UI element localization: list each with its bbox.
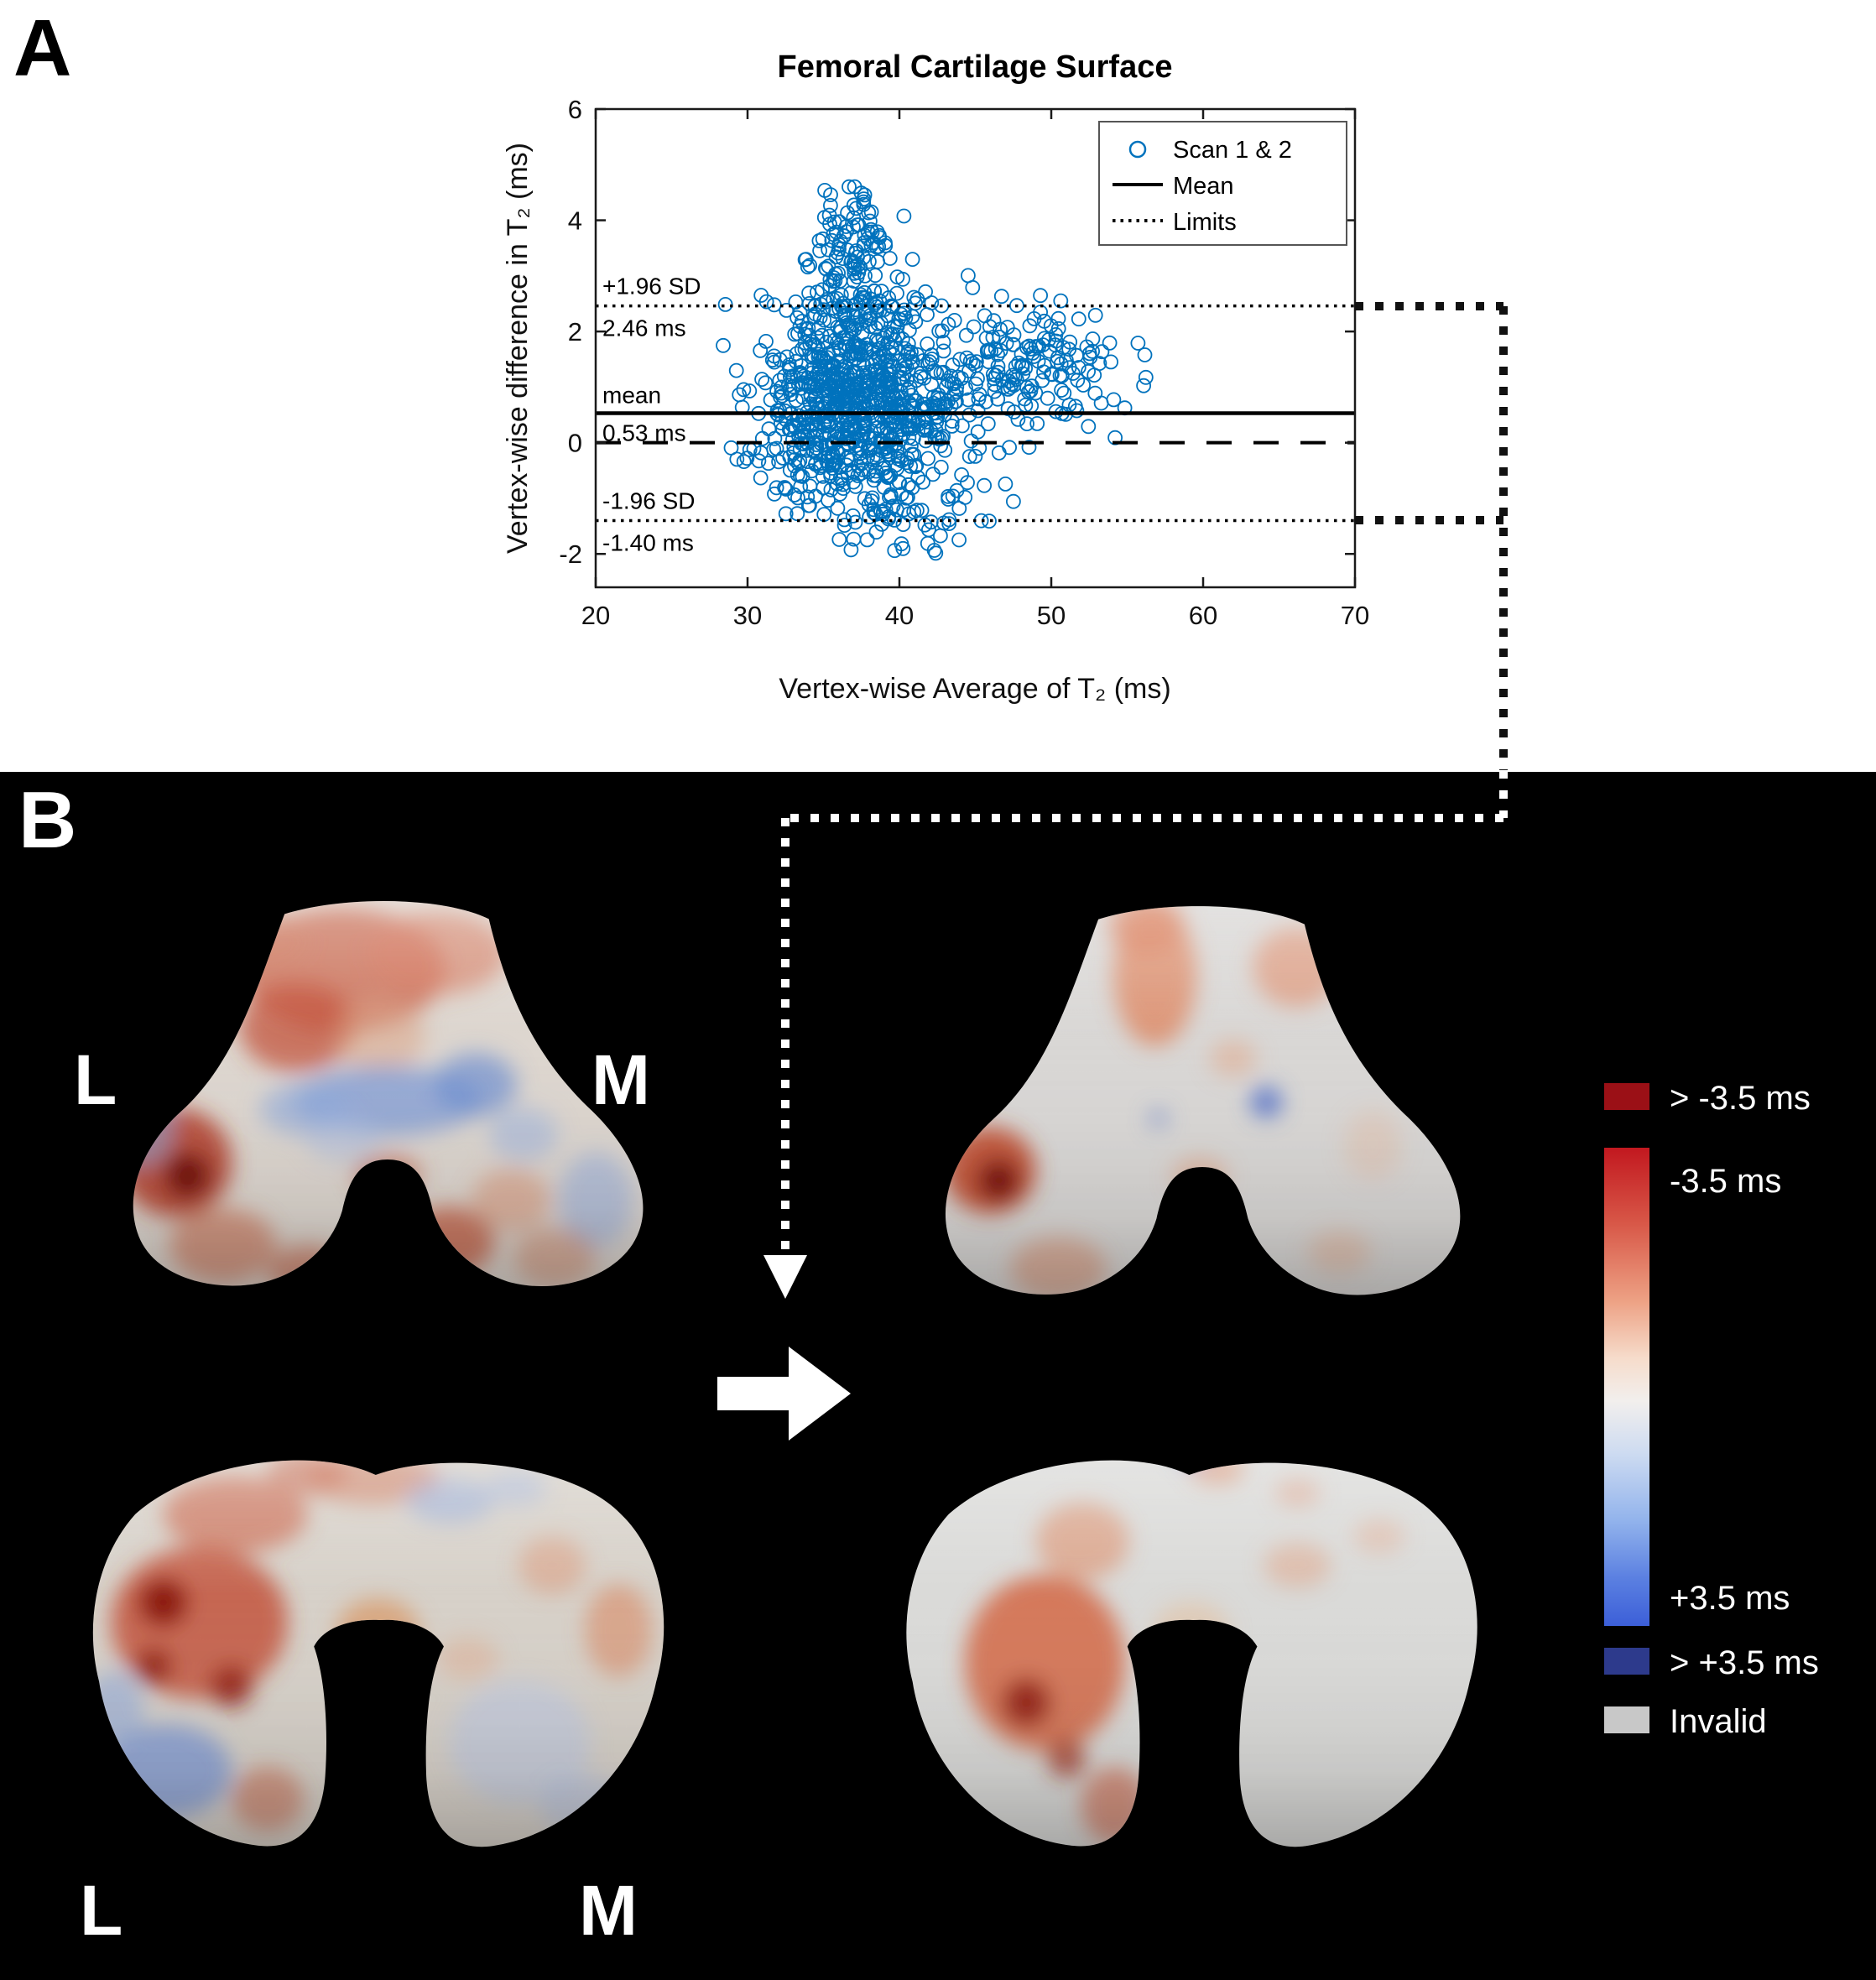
- legend-label-limits: Limits: [1173, 209, 1237, 236]
- colorbar-label-negative: -3.5 ms: [1670, 1163, 1782, 1200]
- y-axis-label: Vertex-wise difference in T₂ (ms): [502, 143, 534, 554]
- bland-altman-plot: 20 30 40 50 60 70 -2 0 2 4 6 Femoral Cartilage Sur…: [502, 50, 1369, 705]
- annotation-lower-sd: -1.96 SD: [602, 487, 696, 513]
- svg-text:70: 70: [1341, 601, 1369, 630]
- orientation-label-lateral-bottom: L: [80, 1871, 123, 1950]
- svg-text:4: 4: [568, 206, 582, 236]
- colorbar-swatch-invalid: [1604, 1706, 1649, 1733]
- colorbar-label-positive: +3.5 ms: [1670, 1580, 1790, 1617]
- panel-b-label: B: [18, 775, 77, 865]
- knee-map-test-retest-inferior: [92, 1460, 664, 1847]
- colorbar-swatch-over-positive: [1604, 1648, 1649, 1675]
- legend-marker-scan: [1128, 140, 1147, 159]
- svg-text:30: 30: [733, 601, 762, 630]
- colorbar-gradient: [1604, 1148, 1649, 1626]
- svg-text:40: 40: [885, 601, 914, 630]
- svg-text:60: 60: [1189, 601, 1217, 630]
- svg-text:50: 50: [1037, 601, 1066, 630]
- reference-lines: [596, 304, 1355, 523]
- panel-a-label: A: [13, 3, 72, 93]
- svg-text:6: 6: [568, 95, 582, 124]
- annotation-upper-value: 2.46 ms: [602, 315, 686, 341]
- svg-text:-2: -2: [559, 539, 582, 569]
- svg-text:20: 20: [581, 601, 610, 630]
- orientation-label-lateral-top: L: [74, 1040, 117, 1119]
- svg-text:2: 2: [568, 317, 582, 346]
- knee-map-filtered-posterior: [945, 906, 1461, 1295]
- annotation-lower-value: -1.40 ms: [602, 529, 694, 555]
- orientation-label-medial-bottom: M: [579, 1871, 638, 1950]
- orientation-label-medial-top: M: [591, 1040, 650, 1119]
- colorbar-label-invalid: Invalid: [1670, 1703, 1767, 1740]
- annotation-upper-sd: +1.96 SD: [602, 274, 701, 300]
- x-axis-label: Vertex-wise Average of T₂ (ms): [779, 673, 1170, 705]
- legend-label-mean: Mean: [1173, 173, 1234, 200]
- annotation-mean-value: 0.53 ms: [602, 420, 686, 446]
- annotation-mean: mean: [602, 383, 661, 409]
- colorbar-label-over-negative: > -3.5 ms: [1670, 1080, 1811, 1117]
- legend: Scan 1 & 2 Mean Limits: [1098, 121, 1347, 246]
- colorbar-label-over-positive: > +3.5 ms: [1670, 1644, 1819, 1681]
- colorbar-swatch-over-negative: [1604, 1083, 1649, 1110]
- svg-text:0: 0: [568, 429, 582, 458]
- axis-ticks: 20 30 40 50 60 70 -2 0 2 4 6: [559, 95, 1369, 630]
- knee-map-test-retest-posterior: [133, 900, 644, 1287]
- scatter-points: [716, 179, 1154, 561]
- chart-title: Femoral Cartilage Surface: [778, 50, 1173, 85]
- plot-border: [594, 107, 1357, 589]
- legend-label-scan: Scan 1 & 2: [1173, 137, 1292, 164]
- knee-map-filtered-inferior: [906, 1460, 1477, 1847]
